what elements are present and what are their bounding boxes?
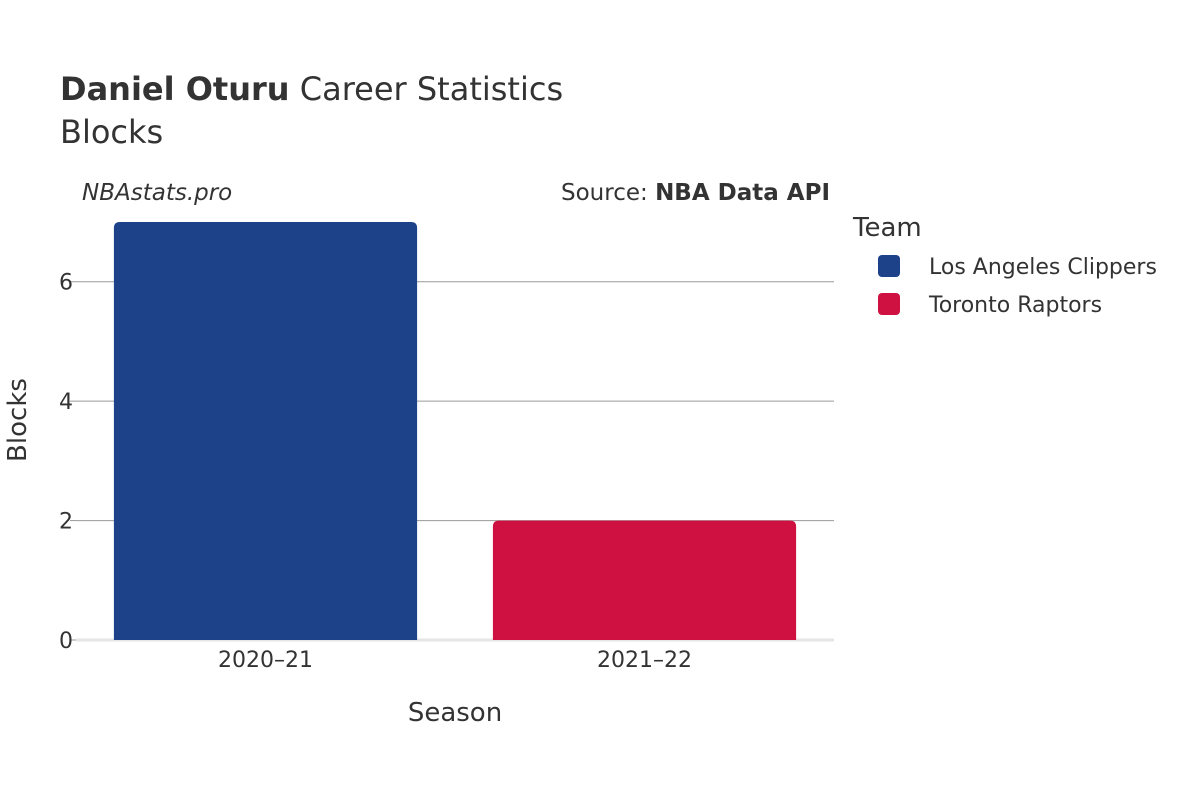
y-tick-label: 0 xyxy=(59,629,73,654)
x-tick-label: 2020–21 xyxy=(218,648,313,673)
source-label: Source: xyxy=(561,180,655,206)
x-axis-title: Season xyxy=(408,698,502,728)
y-tick-labels: 0 2 4 6 xyxy=(59,271,73,654)
y-tick-label: 6 xyxy=(59,271,73,296)
bars xyxy=(113,222,797,640)
title-suffix: Career Statistics xyxy=(290,70,564,108)
legend-title: Team xyxy=(852,213,922,243)
source-note: Source: NBA Data API xyxy=(561,180,830,206)
source-name: NBA Data API xyxy=(655,180,830,206)
watermark: NBAstats.pro xyxy=(82,180,232,206)
chart-title: Daniel Oturu Career Statistics xyxy=(60,70,563,108)
player-name: Daniel Oturu xyxy=(60,70,290,108)
y-axis-title: Blocks xyxy=(3,378,33,462)
legend: Team Los Angeles Clippers Toronto Raptors xyxy=(852,213,1157,318)
legend-swatch xyxy=(878,255,900,277)
legend-label: Los Angeles Clippers xyxy=(929,255,1157,280)
bar-los-angeles-clippers-0 xyxy=(113,222,418,640)
chart-subtitle: Blocks xyxy=(60,113,163,151)
x-tick-label: 2021–22 xyxy=(597,648,692,673)
bar-toronto-raptors-1 xyxy=(492,520,797,640)
legend-swatch xyxy=(878,293,900,315)
legend-label: Toronto Raptors xyxy=(928,293,1102,318)
y-tick-label: 4 xyxy=(59,390,73,415)
x-tick-labels: 2020–21 2021–22 xyxy=(218,648,692,673)
y-tick-label: 2 xyxy=(59,510,73,535)
